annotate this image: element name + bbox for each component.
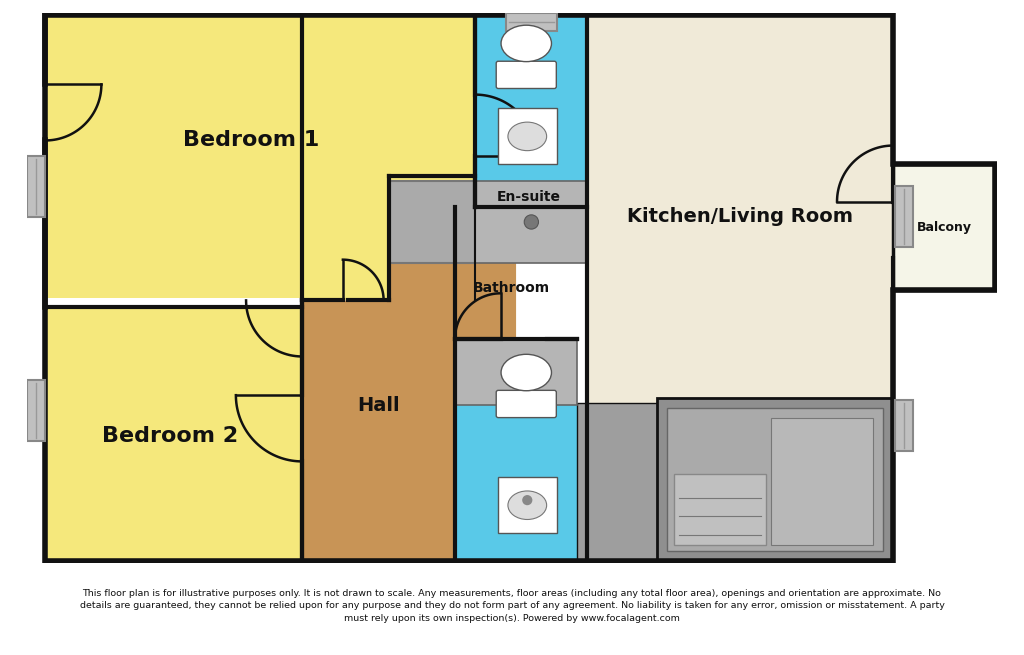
Circle shape	[522, 495, 532, 505]
Circle shape	[509, 365, 523, 380]
Polygon shape	[588, 15, 995, 561]
Text: Bedroom 2: Bedroom 2	[101, 426, 238, 446]
Bar	[27, 380, 45, 441]
Bar	[658, 403, 893, 561]
Bar	[455, 339, 578, 405]
Bar	[389, 181, 475, 263]
Text: Bedroom 1: Bedroom 1	[183, 130, 319, 151]
Bar	[674, 487, 756, 548]
FancyBboxPatch shape	[497, 390, 556, 418]
Polygon shape	[455, 339, 578, 561]
Bar	[771, 418, 872, 545]
Bar	[656, 398, 893, 561]
Bar	[669, 419, 883, 551]
Polygon shape	[45, 15, 475, 301]
Text: Kitchen/Living Room: Kitchen/Living Room	[628, 208, 853, 227]
Text: En-suite: En-suite	[497, 189, 560, 204]
FancyBboxPatch shape	[497, 62, 556, 88]
Bar	[578, 403, 658, 561]
Ellipse shape	[501, 354, 552, 391]
Bar	[674, 474, 766, 545]
Bar	[506, 13, 557, 31]
Text: Bathroom: Bathroom	[472, 281, 550, 295]
Polygon shape	[45, 307, 302, 561]
Polygon shape	[302, 207, 516, 561]
Text: This floor plan is for illustrative purposes only. It is not drawn to scale. Any: This floor plan is for illustrative purp…	[80, 589, 944, 623]
Ellipse shape	[508, 491, 547, 519]
Ellipse shape	[508, 122, 547, 151]
Bar	[498, 477, 557, 533]
Polygon shape	[893, 164, 995, 290]
Bar	[667, 409, 883, 551]
Polygon shape	[475, 15, 588, 207]
Bar	[895, 186, 913, 248]
Bar	[475, 181, 588, 263]
Ellipse shape	[501, 25, 552, 62]
Bar	[895, 400, 913, 451]
Bar	[27, 156, 45, 217]
Text: Balcony: Balcony	[916, 221, 972, 234]
Bar	[498, 108, 557, 164]
Text: Hall: Hall	[357, 396, 399, 415]
Circle shape	[524, 215, 539, 229]
